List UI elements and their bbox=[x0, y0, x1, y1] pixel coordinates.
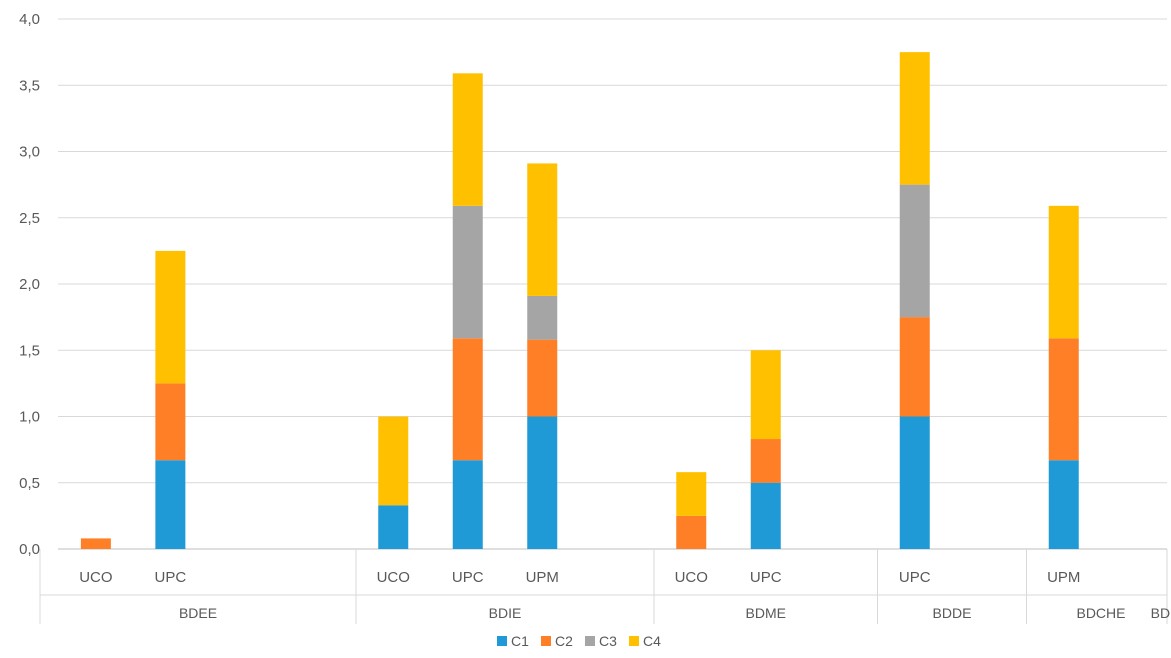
bar-segment-c2 bbox=[676, 515, 707, 549]
bar-segment-c1 bbox=[378, 505, 409, 549]
y-tick-label: 1,0 bbox=[19, 409, 40, 426]
bar-segment-c3 bbox=[899, 184, 930, 318]
legend-label: C3 bbox=[599, 633, 617, 649]
legend-label: C4 bbox=[643, 633, 661, 649]
bar-segment-c2 bbox=[1048, 338, 1079, 461]
x-category-label: UPC bbox=[750, 569, 782, 586]
y-tick-label: 0,0 bbox=[19, 541, 40, 558]
y-tick-label: 2,5 bbox=[19, 210, 40, 227]
bar-segment-c1 bbox=[1048, 460, 1079, 549]
y-tick-label: 3,5 bbox=[19, 77, 40, 94]
bar-segment-c4 bbox=[378, 416, 409, 506]
legend-swatch bbox=[585, 636, 595, 646]
legend-label: C1 bbox=[511, 633, 529, 649]
bar-segment-c1 bbox=[899, 416, 930, 549]
bar-segment-c2 bbox=[80, 538, 111, 549]
x-category-label: UCO bbox=[377, 569, 410, 586]
y-tick-label: 3,0 bbox=[19, 144, 40, 161]
bar-segment-c1 bbox=[452, 460, 483, 549]
x-group-label: BDDE bbox=[933, 605, 972, 621]
legend-swatch bbox=[497, 636, 507, 646]
bar-segment-c4 bbox=[527, 163, 558, 296]
y-tick-label: 2,0 bbox=[19, 276, 40, 293]
bar-segment-c4 bbox=[899, 52, 930, 185]
x-category-label: UPM bbox=[1047, 569, 1080, 586]
bar-segment-c1 bbox=[750, 482, 781, 549]
legend-swatch bbox=[629, 636, 639, 646]
x-category-label: UPC bbox=[452, 569, 484, 586]
x-group-label: BDEE bbox=[179, 605, 217, 621]
x-group-label: BDIE bbox=[489, 605, 522, 621]
bar-segment-c4 bbox=[750, 350, 781, 440]
x-category-label: UCO bbox=[79, 569, 112, 586]
bar-segment-c2 bbox=[155, 383, 186, 461]
bar-segment-c3 bbox=[527, 295, 558, 340]
x-category-label: UPC bbox=[899, 569, 931, 586]
y-tick-label: 1,5 bbox=[19, 342, 40, 359]
bar-segment-c4 bbox=[1048, 205, 1079, 339]
bar-segment-c1 bbox=[155, 460, 186, 549]
bar-segment-c1 bbox=[527, 416, 558, 549]
x-group-label: BDCHE bbox=[1076, 605, 1125, 621]
legend-label: C2 bbox=[555, 633, 573, 649]
x-category-label: UPM bbox=[526, 569, 559, 586]
x-group-label: BDITE bbox=[1151, 605, 1171, 621]
bar-segment-c3 bbox=[452, 205, 483, 339]
bar-segment-c4 bbox=[452, 73, 483, 206]
bar-segment-c2 bbox=[452, 338, 483, 461]
x-category-label: UCO bbox=[675, 569, 708, 586]
y-tick-label: 4,0 bbox=[19, 11, 40, 28]
bar-segment-c2 bbox=[750, 439, 781, 483]
y-tick-label: 0,5 bbox=[19, 475, 40, 492]
bar-segment-c2 bbox=[527, 339, 558, 417]
bar-segment-c4 bbox=[676, 472, 707, 516]
bar-segment-c4 bbox=[155, 250, 186, 384]
bar-segment-c2 bbox=[899, 317, 930, 417]
x-group-label: BDME bbox=[746, 605, 786, 621]
x-category-label: UPC bbox=[155, 569, 187, 586]
legend-swatch bbox=[541, 636, 551, 646]
